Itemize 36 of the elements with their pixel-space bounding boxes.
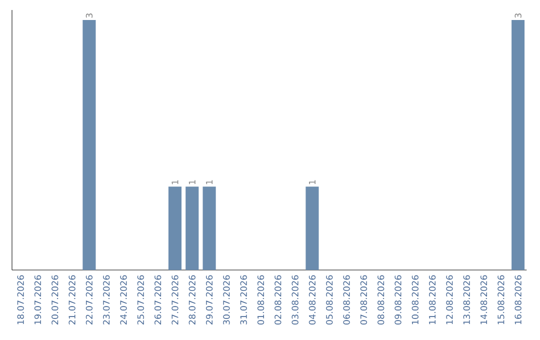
x-tick-label: 27.07.2026 xyxy=(172,275,178,324)
data-label: 3 xyxy=(514,14,522,18)
x-tick-label: 28.07.2026 xyxy=(188,275,196,324)
x-tick-label: 15.08.2026 xyxy=(498,275,504,324)
x-tick-label: 07.08.2026 xyxy=(360,275,368,325)
x-tick-label: 02.08.2026 xyxy=(274,275,282,325)
x-tick-label: 26.07.2026 xyxy=(154,275,162,324)
x-tick-label: 24.07.2026 xyxy=(120,275,127,324)
x-tick-label: 08.08.2026 xyxy=(378,275,384,325)
x-tick-label: 20.07.2026 xyxy=(52,275,58,324)
data-label: 3 xyxy=(86,14,93,18)
x-tick-label: 06.08.2026 xyxy=(343,275,350,325)
x-tick-label: 19.07.2026 xyxy=(34,275,42,324)
x-tick-label: 01.08.2026 xyxy=(257,275,264,325)
data-label: 1 xyxy=(188,180,196,184)
x-tick-label: 11.08.2026 xyxy=(428,275,436,324)
x-tick-label: 18.07.2026 xyxy=(17,275,24,324)
x-tick-label: 09.08.2026 xyxy=(394,275,402,325)
x-tick-label: 21.07.2026 xyxy=(68,275,76,324)
x-tick-label: 12.08.2026 xyxy=(446,275,453,324)
x-tick-label: 23.07.2026 xyxy=(103,275,110,324)
x-tick-label: 25.07.2026 xyxy=(137,275,144,324)
x-tick-label: 30.07.2026 xyxy=(223,275,230,324)
x-tick-label: 29.07.2026 xyxy=(206,275,213,324)
x-tick-label: 13.08.2026 xyxy=(463,275,470,324)
data-label: 1 xyxy=(309,180,316,184)
x-tick-label: 22.07.2026 xyxy=(86,275,93,324)
x-tick-label: 04.08.2026 xyxy=(308,275,316,325)
x-tick-label: 31.07.2026 xyxy=(240,275,247,324)
x-tick-label: 03.08.2026 xyxy=(292,275,298,325)
x-tick-label: 14.08.2026 xyxy=(480,275,488,324)
data-label: 1 xyxy=(206,180,212,184)
x-tick-label: 16.08.2026 xyxy=(514,275,522,324)
x-tick-label: 10.08.2026 xyxy=(412,275,418,324)
x-tick-label: 05.08.2026 xyxy=(326,275,333,325)
data-label: 1 xyxy=(172,180,178,184)
